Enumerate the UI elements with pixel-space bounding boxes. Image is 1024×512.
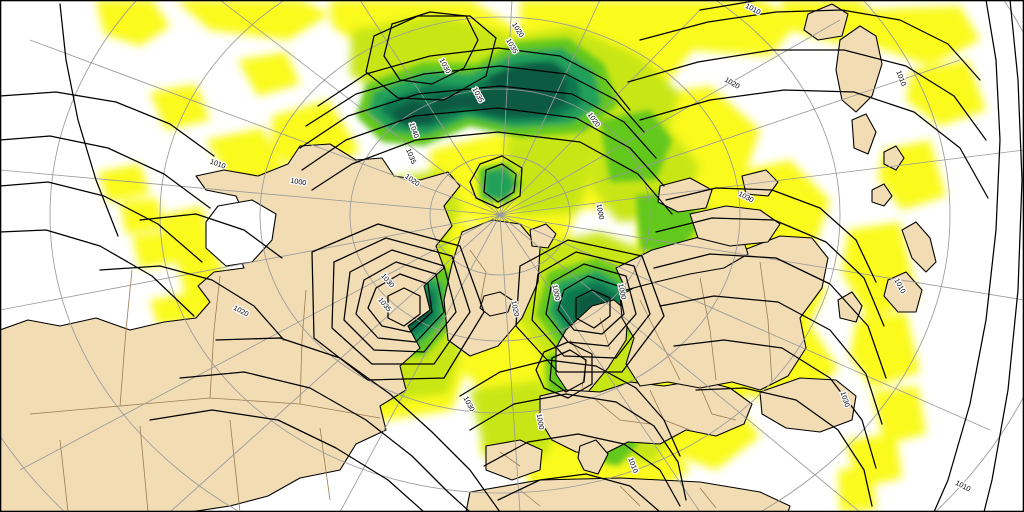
land-sakhalin [851,113,877,155]
land-east-asia [759,377,857,433]
land-scandinavia [555,299,629,393]
land-svalbard [529,223,557,249]
isobar-label: 1000 [290,176,307,188]
land-north-africa [465,477,791,512]
isobar-low-scand-inner [575,289,611,329]
land-taymyr [689,205,781,247]
land-kuril-2 [883,145,905,171]
land-japan [901,221,937,273]
land-kuril-1 [871,183,893,207]
isobar-label: 1000 [535,413,547,430]
isobar-label: 1000 [595,203,607,220]
land-iberia [485,439,543,481]
land-alaska-peninsula [803,3,849,41]
isobar-1040 [383,11,479,85]
isobar-1035a [365,15,497,101]
land-italy [577,439,609,475]
land-iceland [479,291,513,317]
isobar-low-baffin-inner [387,287,421,327]
